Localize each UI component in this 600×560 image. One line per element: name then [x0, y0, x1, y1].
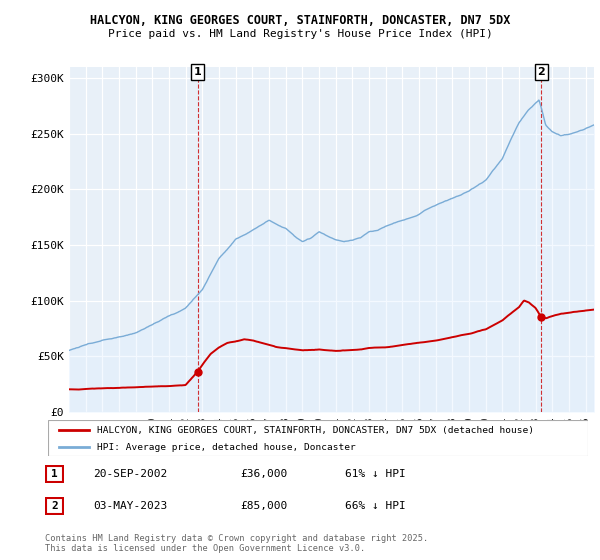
Text: 1: 1 [51, 469, 58, 479]
Text: £36,000: £36,000 [240, 469, 287, 479]
Text: 03-MAY-2023: 03-MAY-2023 [93, 501, 167, 511]
Text: 2: 2 [51, 501, 58, 511]
FancyBboxPatch shape [48, 420, 588, 456]
Text: 2: 2 [537, 67, 545, 77]
Text: 66% ↓ HPI: 66% ↓ HPI [345, 501, 406, 511]
FancyBboxPatch shape [46, 466, 63, 482]
Text: Contains HM Land Registry data © Crown copyright and database right 2025.
This d: Contains HM Land Registry data © Crown c… [45, 534, 428, 553]
Text: 61% ↓ HPI: 61% ↓ HPI [345, 469, 406, 479]
Text: 20-SEP-2002: 20-SEP-2002 [93, 469, 167, 479]
Text: HALCYON, KING GEORGES COURT, STAINFORTH, DONCASTER, DN7 5DX (detached house): HALCYON, KING GEORGES COURT, STAINFORTH,… [97, 426, 533, 435]
FancyBboxPatch shape [46, 498, 63, 514]
Text: 1: 1 [194, 67, 202, 77]
Text: HPI: Average price, detached house, Doncaster: HPI: Average price, detached house, Donc… [97, 443, 355, 452]
Text: £85,000: £85,000 [240, 501, 287, 511]
Text: HALCYON, KING GEORGES COURT, STAINFORTH, DONCASTER, DN7 5DX: HALCYON, KING GEORGES COURT, STAINFORTH,… [90, 14, 510, 27]
Text: Price paid vs. HM Land Registry's House Price Index (HPI): Price paid vs. HM Land Registry's House … [107, 29, 493, 39]
